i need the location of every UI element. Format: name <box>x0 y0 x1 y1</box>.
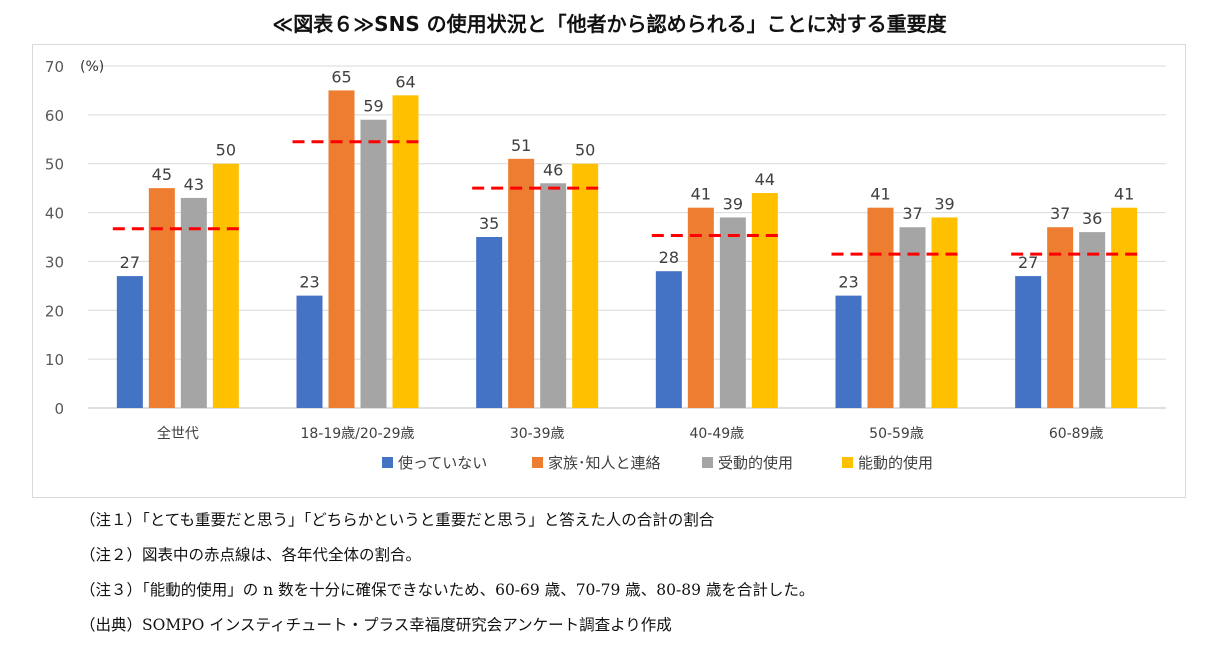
bar <box>1015 276 1042 408</box>
bar <box>212 163 239 408</box>
bar <box>1111 207 1138 408</box>
y-tick-label: 50 <box>45 156 64 174</box>
bar <box>867 207 894 408</box>
legend-swatch <box>532 457 543 468</box>
bar <box>655 271 682 408</box>
data-label: 27 <box>120 253 140 272</box>
data-label: 28 <box>659 248 679 267</box>
data-label: 23 <box>838 273 858 292</box>
data-label: 50 <box>216 141 236 160</box>
bar <box>148 188 175 408</box>
note-source: （出典）SOMPO インスティチュート・プラス幸福度研究会アンケート調査より作成 <box>80 616 672 634</box>
legend-swatch <box>842 457 853 468</box>
data-label: 50 <box>575 141 595 160</box>
y-tick-label: 60 <box>45 107 64 125</box>
bar <box>687 207 714 408</box>
category-label: 60-89歳 <box>1049 426 1104 442</box>
data-label: 27 <box>1018 253 1038 272</box>
bar <box>476 237 503 408</box>
data-label: 37 <box>1050 204 1070 223</box>
category-label: 全世代 <box>157 425 199 442</box>
note-1: （注１）「とても重要だと思う」「どちらかというと重要だと思う」と答えた人の合計の… <box>80 511 715 529</box>
data-label: 41 <box>870 185 890 204</box>
legend-label: 能動的使用 <box>858 454 933 472</box>
bar <box>931 217 958 408</box>
y-tick-label: 40 <box>45 205 64 223</box>
chart-frame: 0 10 20 30 40 50 60 70 (%) 27 45 43 50 全世代 23 65 59 64 18-… <box>32 44 1186 498</box>
y-unit-label: (%) <box>80 59 104 75</box>
data-label: 39 <box>723 194 743 213</box>
y-tick-label: 30 <box>45 253 64 271</box>
category-label: 50-59歳 <box>869 426 924 442</box>
legend-label: 使っていない <box>398 454 487 472</box>
bar <box>392 95 419 409</box>
data-label: 59 <box>363 97 383 116</box>
bar <box>572 163 599 408</box>
data-label: 39 <box>934 194 954 213</box>
category-label: 18-19歳/20-29歳 <box>300 426 414 442</box>
data-label: 23 <box>299 273 319 292</box>
data-label: 35 <box>479 214 499 233</box>
footnotes: （注１）「とても重要だと思う」「どちらかというと重要だと思う」と答えた人の合計の… <box>80 508 814 648</box>
bar <box>296 295 323 408</box>
bar <box>1047 227 1074 408</box>
bar <box>751 193 778 408</box>
legend-swatch <box>702 457 713 468</box>
data-label: 64 <box>395 72 415 91</box>
legend-swatch <box>382 457 393 468</box>
data-label: 44 <box>755 170 775 189</box>
data-label: 37 <box>902 204 922 223</box>
bar <box>360 119 387 408</box>
bar <box>899 227 926 408</box>
data-label: 65 <box>331 67 351 86</box>
bar <box>835 295 862 408</box>
legend-label: 受動的使用 <box>718 454 793 472</box>
category-label: 40-49歳 <box>689 426 744 442</box>
data-label: 36 <box>1082 209 1102 228</box>
note-3: （注３）「能動的使用」の n 数を十分に確保できないため、60-69 歳、70-… <box>80 581 815 599</box>
bar <box>328 90 355 408</box>
bar <box>116 276 143 408</box>
data-label: 45 <box>152 165 172 184</box>
bar <box>540 183 567 408</box>
data-label: 51 <box>511 136 531 155</box>
category-label: 30-39歳 <box>510 426 565 442</box>
y-tick-label: 0 <box>54 400 64 418</box>
legend-label: 家族･知人と連絡 <box>548 454 661 472</box>
y-tick-label: 70 <box>45 58 64 76</box>
note-2: （注２）図表中の赤点線は、各年代全体の割合。 <box>80 546 422 564</box>
bar <box>180 197 207 408</box>
data-label: 46 <box>543 160 563 179</box>
bar <box>508 158 535 408</box>
data-label: 41 <box>691 185 711 204</box>
y-tick-label: 10 <box>45 351 64 369</box>
data-label: 41 <box>1114 185 1134 204</box>
data-label: 43 <box>184 175 204 194</box>
chart-title: ≪図表６≫SNS の使用状況と「他者から認められる」ことに対する重要度 <box>272 12 947 36</box>
y-tick-label: 20 <box>45 302 64 320</box>
bar <box>719 217 746 408</box>
bar <box>1079 232 1106 408</box>
bar-chart: 0 10 20 30 40 50 60 70 (%) 27 45 43 50 全世代 23 65 59 64 18-… <box>45 58 1166 472</box>
